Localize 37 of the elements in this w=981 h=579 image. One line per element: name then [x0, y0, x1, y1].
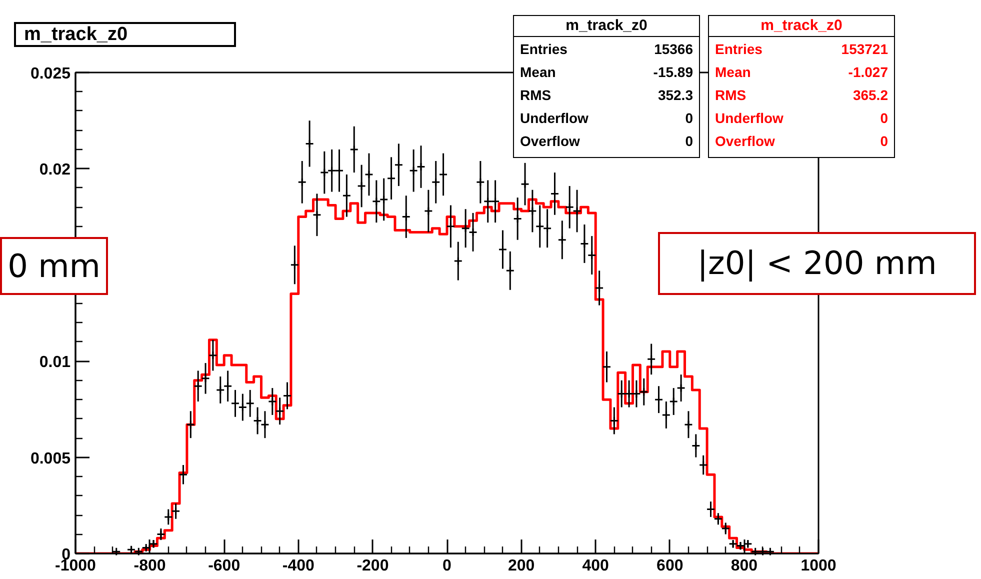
y-tick-label: 0.005: [30, 450, 71, 468]
annotation: Underflow: [714, 108, 784, 128]
annotation: RMS: [519, 86, 552, 104]
annotation: 0: [684, 132, 694, 150]
text: Entries: [520, 40, 568, 56]
text: 0: [880, 132, 888, 148]
x-tick-label: 200: [508, 558, 535, 574]
annotation: Underflow: [519, 108, 590, 128]
x-tick-label: -800: [134, 558, 166, 574]
annotation: Mean: [714, 62, 752, 82]
annotation: -15.89: [652, 62, 694, 82]
x-tick-label: 0: [442, 558, 452, 574]
annotation: Mean: [519, 62, 557, 82]
y-tick-label: 0.02: [39, 162, 71, 179]
x-tick-label: 1000: [800, 558, 836, 574]
text: 365.2: [852, 86, 888, 102]
text: 153721: [841, 40, 888, 56]
text: 0: [880, 110, 888, 126]
x-tick-label: 800: [730, 558, 758, 574]
annotation: 0: [684, 108, 694, 128]
x-tick-label: 400: [582, 558, 610, 574]
text: 15366: [654, 40, 693, 56]
text: m_track_z0: [566, 17, 648, 34]
y-tick-label: 0.01: [39, 354, 71, 372]
x-tick-label: -400: [282, 558, 315, 574]
annotation: RMS: [714, 86, 748, 104]
x-tick-label: -200: [356, 558, 389, 574]
annotation: 352.3: [656, 86, 694, 104]
annotation: Overflow: [714, 132, 776, 150]
y-tick-label: 0.025: [30, 66, 71, 82]
text: m_track_z0: [760, 17, 842, 34]
x-tick-label: -600: [208, 558, 240, 574]
text: Entries: [715, 40, 762, 56]
x-tick-label: 600: [656, 558, 684, 574]
annotation: Overflow: [519, 132, 581, 150]
text: -1.027: [848, 64, 888, 80]
title: m_track_z0: [14, 22, 236, 47]
